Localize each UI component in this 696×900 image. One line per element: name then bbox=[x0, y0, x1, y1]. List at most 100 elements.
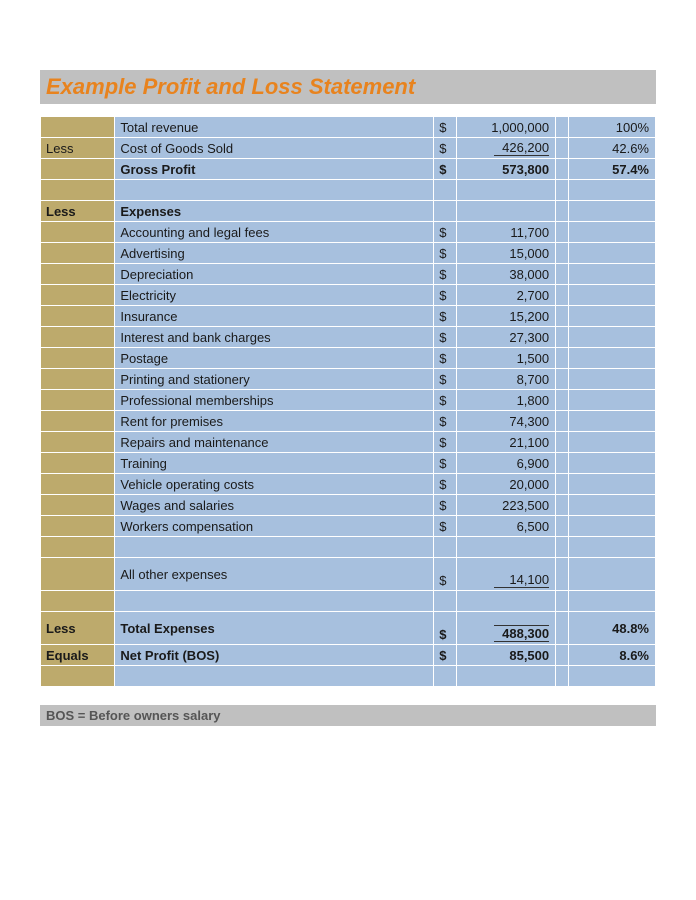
row-expense: Repairs and maintenance$21,100 bbox=[41, 432, 655, 452]
cell-prefix: Equals bbox=[41, 645, 114, 665]
cell-label: Electricity bbox=[115, 285, 433, 305]
cell-label: Insurance bbox=[115, 306, 433, 326]
row-expenses-header: Less Expenses bbox=[41, 201, 655, 221]
cell-sym: $ bbox=[434, 117, 456, 137]
cell-sym: $ bbox=[434, 264, 456, 284]
cell-value: 15,200 bbox=[457, 306, 555, 326]
cell-label: All other expenses bbox=[115, 558, 433, 590]
cell-sym: $ bbox=[434, 285, 456, 305]
row-expense: Printing and stationery$8,700 bbox=[41, 369, 655, 389]
cell-value: 2,700 bbox=[457, 285, 555, 305]
page-container: Example Profit and Loss Statement Total … bbox=[0, 0, 696, 766]
cell-value: 20,000 bbox=[457, 474, 555, 494]
cell-sym: $ bbox=[434, 612, 456, 644]
cell-sym: $ bbox=[434, 390, 456, 410]
row-blank bbox=[41, 180, 655, 200]
cell-pct: 8.6% bbox=[569, 645, 655, 665]
cell-pct: 100% bbox=[569, 117, 655, 137]
cell-value: 85,500 bbox=[457, 645, 555, 665]
row-expense: Depreciation$38,000 bbox=[41, 264, 655, 284]
cell-sym: $ bbox=[434, 159, 456, 179]
cell-prefix: Less bbox=[41, 201, 114, 221]
cell-label: Interest and bank charges bbox=[115, 327, 433, 347]
row-expense: Training$6,900 bbox=[41, 453, 655, 473]
cell-sym: $ bbox=[434, 516, 456, 536]
cell-value: 6,500 bbox=[457, 516, 555, 536]
cell-sym: $ bbox=[434, 495, 456, 515]
cell-sym: $ bbox=[434, 348, 456, 368]
cell-sym: $ bbox=[434, 453, 456, 473]
cell-value: 15,000 bbox=[457, 243, 555, 263]
row-expense: Interest and bank charges$27,300 bbox=[41, 327, 655, 347]
cell-label: Printing and stationery bbox=[115, 369, 433, 389]
cell-label: Vehicle operating costs bbox=[115, 474, 433, 494]
cell-label: Professional memberships bbox=[115, 390, 433, 410]
row-expense: Postage$1,500 bbox=[41, 348, 655, 368]
cell-value: 38,000 bbox=[457, 264, 555, 284]
cell-value: 426,200 bbox=[457, 138, 555, 158]
row-expense: Insurance$15,200 bbox=[41, 306, 655, 326]
row-expense: Rent for premises$74,300 bbox=[41, 411, 655, 431]
row-expense: Workers compensation$6,500 bbox=[41, 516, 655, 536]
cell-sym: $ bbox=[434, 222, 456, 242]
cell-label: Gross Profit bbox=[115, 159, 433, 179]
row-total-revenue: Total revenue $ 1,000,000 100% bbox=[41, 117, 655, 137]
cell-label: Repairs and maintenance bbox=[115, 432, 433, 452]
footnote: BOS = Before owners salary bbox=[40, 705, 656, 726]
cell-label: Total Expenses bbox=[115, 612, 433, 644]
cell-value: 74,300 bbox=[457, 411, 555, 431]
cell-value: 11,700 bbox=[457, 222, 555, 242]
row-expense: Electricity$2,700 bbox=[41, 285, 655, 305]
cell-sym: $ bbox=[434, 432, 456, 452]
cell-value: 1,500 bbox=[457, 348, 555, 368]
title-bar: Example Profit and Loss Statement bbox=[40, 70, 656, 104]
cell-label: Expenses bbox=[115, 201, 433, 221]
cell-value: 1,800 bbox=[457, 390, 555, 410]
cell-pct: 42.6% bbox=[569, 138, 655, 158]
cell-label: Rent for premises bbox=[115, 411, 433, 431]
row-net-profit: Equals Net Profit (BOS) $ 85,500 8.6% bbox=[41, 645, 655, 665]
cell-sym: $ bbox=[434, 306, 456, 326]
row-gross-profit: Gross Profit $ 573,800 57.4% bbox=[41, 159, 655, 179]
cell-label: Total revenue bbox=[115, 117, 433, 137]
cell-label: Workers compensation bbox=[115, 516, 433, 536]
row-expense: Vehicle operating costs$20,000 bbox=[41, 474, 655, 494]
row-expense: Accounting and legal fees$11,700 bbox=[41, 222, 655, 242]
cell-label: Cost of Goods Sold bbox=[115, 138, 433, 158]
cell-value: 223,500 bbox=[457, 495, 555, 515]
cell-sym: $ bbox=[434, 645, 456, 665]
cell-sym: $ bbox=[434, 558, 456, 590]
cell-value: 488,300 bbox=[457, 612, 555, 644]
row-blank bbox=[41, 666, 655, 686]
document-title: Example Profit and Loss Statement bbox=[46, 74, 650, 100]
cell-value: 1,000,000 bbox=[457, 117, 555, 137]
row-blank bbox=[41, 591, 655, 611]
row-other-expenses: All other expenses $ 14,100 bbox=[41, 558, 655, 590]
cell-label: Accounting and legal fees bbox=[115, 222, 433, 242]
cell-sym: $ bbox=[434, 243, 456, 263]
cell-value: 6,900 bbox=[457, 453, 555, 473]
row-expense: Wages and salaries$223,500 bbox=[41, 495, 655, 515]
cell-label: Training bbox=[115, 453, 433, 473]
cell-value: 14,100 bbox=[457, 558, 555, 590]
cell-value: 8,700 bbox=[457, 369, 555, 389]
cell-sym: $ bbox=[434, 369, 456, 389]
cell-prefix: Less bbox=[41, 612, 114, 644]
row-cogs: Less Cost of Goods Sold $ 426,200 42.6% bbox=[41, 138, 655, 158]
cell-label: Depreciation bbox=[115, 264, 433, 284]
cell-label: Postage bbox=[115, 348, 433, 368]
cell-sym: $ bbox=[434, 411, 456, 431]
cell-pct: 57.4% bbox=[569, 159, 655, 179]
cell-label: Wages and salaries bbox=[115, 495, 433, 515]
row-expense: Professional memberships$1,800 bbox=[41, 390, 655, 410]
cell-label: Advertising bbox=[115, 243, 433, 263]
cell-pct: 48.8% bbox=[569, 612, 655, 644]
pl-table: Total revenue $ 1,000,000 100% Less Cost… bbox=[40, 116, 656, 687]
row-total-expenses: Less Total Expenses $ 488,300 48.8% bbox=[41, 612, 655, 644]
cell-sym: $ bbox=[434, 474, 456, 494]
cell-prefix: Less bbox=[41, 138, 114, 158]
cell-sym: $ bbox=[434, 327, 456, 347]
cell-value: 27,300 bbox=[457, 327, 555, 347]
cell-value: 21,100 bbox=[457, 432, 555, 452]
row-blank bbox=[41, 537, 655, 557]
